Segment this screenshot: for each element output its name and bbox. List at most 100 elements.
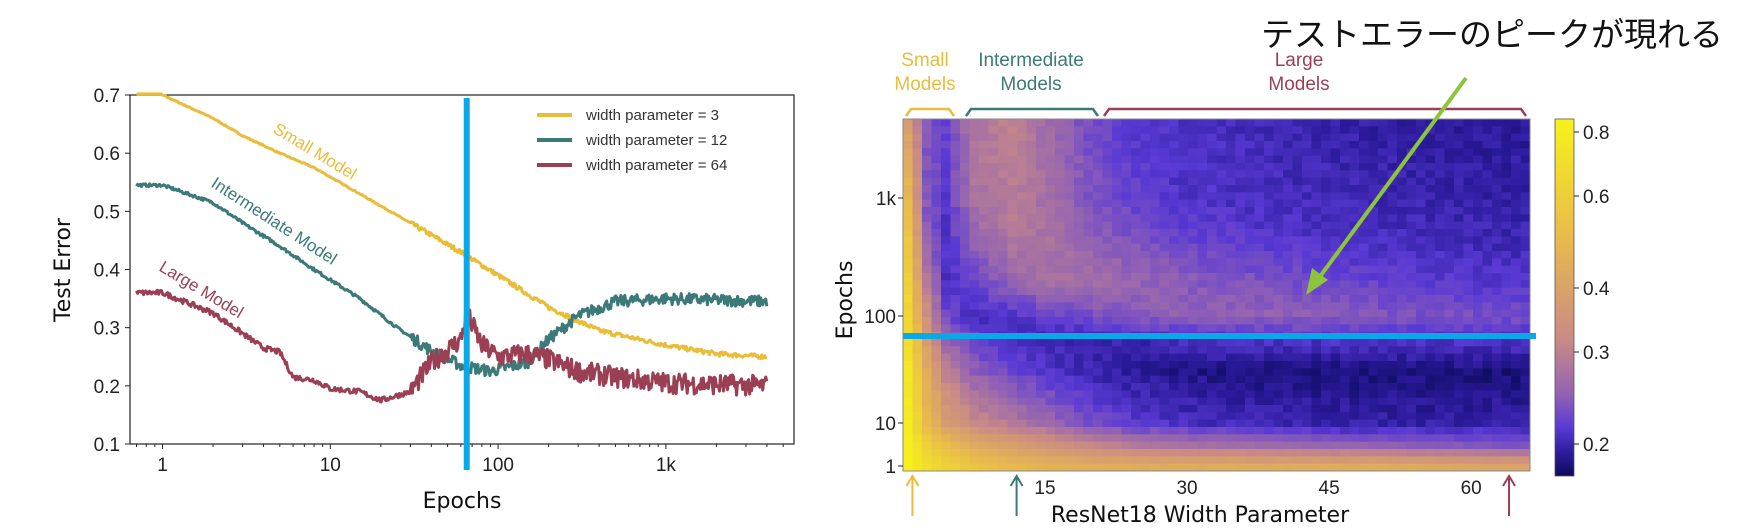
legend-label: width parameter = 64 <box>585 157 727 174</box>
heatmap-cell <box>1368 383 1379 391</box>
heatmap-cell <box>1216 441 1227 450</box>
heatmap-cell <box>1425 368 1436 377</box>
heatmap-cell <box>1207 383 1217 391</box>
heatmap-cell <box>1007 412 1018 421</box>
heatmap-cell <box>1501 295 1512 303</box>
heatmap-cell <box>1368 353 1379 362</box>
heatmap-cell <box>1178 449 1189 457</box>
heatmap-cell <box>1017 251 1027 259</box>
heatmap-cell <box>1007 346 1018 355</box>
heatmap-cell <box>1121 434 1132 443</box>
heatmap-cell <box>1387 317 1398 325</box>
heatmap-cell <box>1178 141 1189 149</box>
heatmap-cell <box>1444 456 1455 465</box>
heatmap-cell <box>1102 353 1113 362</box>
heatmap-cell <box>1102 346 1113 355</box>
heatmap-cell <box>922 463 932 472</box>
heatmap-cell <box>1444 155 1455 164</box>
heatmap-cell <box>1121 383 1132 391</box>
heatmap-cell <box>1330 258 1341 267</box>
heatmap-cell <box>1197 119 1208 127</box>
heatmap-cell <box>1093 133 1103 142</box>
heatmap-cell <box>1425 302 1436 311</box>
heatmap-cell <box>969 258 980 267</box>
heatmap-cell <box>931 133 942 142</box>
heatmap-cell <box>1378 375 1388 384</box>
heatmap-cell <box>1178 419 1189 428</box>
heatmap-cell <box>950 251 961 259</box>
heatmap-cell <box>922 368 932 377</box>
heatmap-cell <box>1169 427 1179 435</box>
heatmap-cell <box>1169 126 1179 135</box>
heatmap-cell <box>1511 258 1521 267</box>
heatmap-cell <box>1330 397 1341 406</box>
heatmap-cell <box>1264 383 1274 391</box>
heatmap-cell <box>988 119 999 127</box>
heatmap-cell <box>1321 390 1331 399</box>
heatmap-cell <box>1055 383 1065 391</box>
heatmap-cell <box>1378 148 1388 157</box>
heatmap-cell <box>979 427 989 435</box>
heatmap-cell <box>969 133 980 142</box>
heatmap-cell <box>1064 434 1075 443</box>
heatmap-cell <box>1045 441 1056 450</box>
heatmap-cell <box>1463 309 1474 318</box>
heatmap-cell <box>1302 456 1312 465</box>
heatmap-cell <box>1264 295 1274 303</box>
heatmap-cell <box>1245 309 1255 318</box>
heatmap-cell <box>1197 346 1208 355</box>
heatmap-cell <box>941 302 951 311</box>
heatmap-cell <box>1074 441 1084 450</box>
heatmap-cell <box>1416 309 1426 318</box>
heatmap-cell <box>1102 236 1113 245</box>
heatmap-cell <box>1055 177 1065 186</box>
heatmap-cell <box>1406 177 1417 186</box>
heatmap-cell <box>960 287 970 296</box>
heatmap-cell <box>912 192 923 201</box>
heatmap-cell <box>1482 419 1493 428</box>
heatmap-cell <box>1378 302 1388 311</box>
heatmap-cell <box>1482 177 1493 186</box>
heatmap-cell <box>1482 456 1493 465</box>
heatmap-cell <box>1435 199 1445 208</box>
heatmap-cell <box>1511 463 1521 472</box>
heatmap-cell <box>1131 207 1141 215</box>
heatmap-cell <box>1482 126 1493 135</box>
heatmap-cell <box>988 265 999 274</box>
heatmap-cell <box>941 317 951 325</box>
heatmap-cell <box>1482 317 1493 325</box>
heatmap-cell <box>1036 258 1046 267</box>
heatmap-cell <box>1378 192 1388 201</box>
heatmap-cell <box>1036 317 1046 325</box>
width-arrow-intermediate <box>1009 474 1024 516</box>
heatmap-cell <box>979 236 989 245</box>
heatmap-cell <box>1492 207 1502 215</box>
heatmap-cell <box>1188 456 1198 465</box>
heatmap-cell <box>979 229 989 237</box>
heatmap-cell <box>969 295 980 303</box>
heatmap-cell <box>1064 192 1075 201</box>
heatmap-cell <box>1055 295 1065 303</box>
heatmap-cell <box>1055 324 1065 333</box>
heatmap-cell <box>1264 434 1274 443</box>
heatmap-cell <box>1121 287 1132 296</box>
heatmap-cell <box>1093 456 1103 465</box>
group-label-large-line2: Models <box>1268 74 1329 95</box>
heatmap-cell <box>1074 449 1084 457</box>
heatmap-cell <box>1435 449 1445 457</box>
heatmap-cell <box>1045 317 1056 325</box>
heatmap-cell <box>1378 177 1388 186</box>
heatmap-cell <box>1416 229 1426 237</box>
heatmap-cell <box>1492 243 1502 252</box>
heatmap-cell <box>1330 309 1341 318</box>
heatmap-cell <box>1368 317 1379 325</box>
heatmap-cell <box>1482 280 1493 289</box>
heatmap-cell <box>1349 353 1360 362</box>
heatmap-cell <box>1026 353 1037 362</box>
heatmap-cell <box>1226 170 1236 179</box>
heatmap-cell <box>1007 221 1018 230</box>
line-chart: 1 10 100 1k0.10.20.30.40.50.60.7 Test Error… <box>51 86 795 514</box>
heatmap-cell <box>950 280 961 289</box>
heatmap-cell <box>1463 383 1474 391</box>
heatmap-cell <box>1045 302 1056 311</box>
